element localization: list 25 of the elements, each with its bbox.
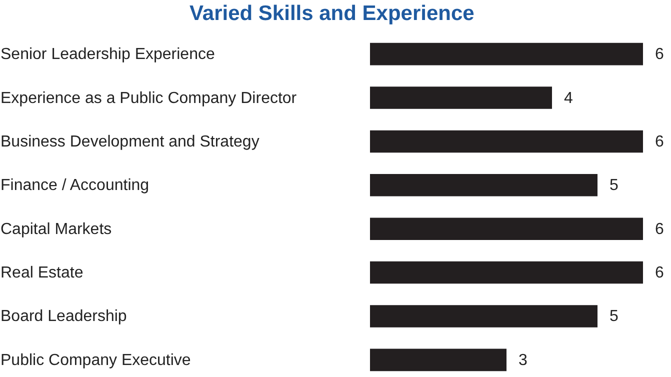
data-label: 3 <box>518 352 528 369</box>
bar <box>370 261 643 284</box>
bar <box>370 42 643 66</box>
y-tick-label: Public Company Executive <box>0 352 191 369</box>
data-label: 5 <box>610 308 618 326</box>
data-label: 4 <box>564 90 573 107</box>
data-label: 6 <box>655 264 664 282</box>
bar <box>370 130 643 153</box>
data-label: 6 <box>655 133 664 150</box>
y-tick-label: Senior Leadership Experience <box>0 46 215 64</box>
chart-title: Varied Skills and Experience <box>190 2 474 25</box>
y-tick-label: Capital Markets <box>0 220 112 238</box>
data-label: 6 <box>655 46 664 64</box>
bar <box>370 218 643 240</box>
y-tick-label: Experience as a Public Company Director <box>0 90 298 107</box>
y-tick-label: Finance / Accounting <box>0 177 150 194</box>
bar <box>370 86 552 109</box>
y-tick-label: Board Leadership <box>0 308 127 326</box>
bar <box>370 174 598 196</box>
data-label: 5 <box>610 177 618 194</box>
y-tick-label: Business Development and Strategy <box>0 133 260 150</box>
bar <box>370 348 506 372</box>
data-label: 6 <box>655 220 664 238</box>
y-tick-label: Real Estate <box>0 264 84 282</box>
bar <box>370 305 598 328</box>
